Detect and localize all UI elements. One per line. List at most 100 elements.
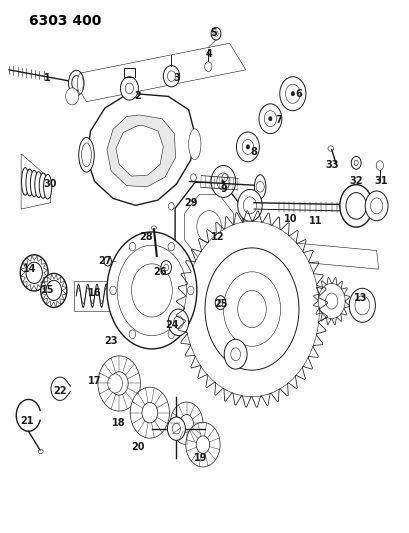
Text: 14: 14	[22, 264, 36, 274]
Circle shape	[339, 184, 372, 227]
Polygon shape	[107, 115, 175, 187]
Text: 30: 30	[43, 179, 56, 189]
Polygon shape	[86, 94, 194, 205]
Circle shape	[237, 189, 262, 221]
Text: 9: 9	[220, 184, 226, 195]
Text: 21: 21	[20, 416, 34, 426]
Circle shape	[142, 402, 157, 423]
Circle shape	[168, 203, 174, 210]
Ellipse shape	[22, 167, 29, 195]
Circle shape	[40, 273, 67, 308]
Circle shape	[236, 132, 259, 162]
Ellipse shape	[72, 76, 81, 91]
Circle shape	[110, 286, 116, 295]
Circle shape	[180, 415, 193, 432]
Text: 4: 4	[205, 49, 212, 59]
Ellipse shape	[77, 74, 83, 94]
Circle shape	[221, 174, 227, 181]
Circle shape	[190, 174, 196, 181]
Circle shape	[185, 422, 220, 467]
Text: 1: 1	[44, 73, 51, 83]
Ellipse shape	[43, 174, 52, 199]
Text: 6: 6	[295, 88, 301, 99]
Circle shape	[65, 88, 79, 105]
Circle shape	[190, 272, 196, 279]
Circle shape	[258, 104, 281, 134]
Circle shape	[104, 256, 111, 266]
Ellipse shape	[35, 172, 43, 198]
Text: 15: 15	[41, 286, 54, 295]
Circle shape	[370, 198, 382, 214]
Circle shape	[348, 288, 375, 322]
Text: 22: 22	[53, 386, 67, 397]
Text: 13: 13	[353, 293, 366, 303]
Circle shape	[279, 77, 305, 111]
Text: 12: 12	[210, 232, 223, 243]
Circle shape	[317, 284, 344, 319]
Circle shape	[196, 211, 221, 243]
Circle shape	[26, 262, 42, 284]
Circle shape	[243, 197, 256, 214]
Circle shape	[46, 280, 61, 301]
Polygon shape	[184, 195, 233, 259]
Circle shape	[354, 296, 369, 315]
Circle shape	[246, 145, 249, 149]
Ellipse shape	[254, 175, 265, 199]
Ellipse shape	[30, 171, 38, 197]
Circle shape	[168, 309, 188, 336]
Circle shape	[213, 31, 218, 36]
Circle shape	[230, 348, 240, 361]
Bar	[74, 281, 115, 311]
Text: 18: 18	[112, 418, 126, 429]
Text: 3: 3	[173, 73, 179, 83]
Ellipse shape	[39, 173, 47, 198]
Circle shape	[187, 286, 193, 295]
Text: 7: 7	[274, 115, 281, 125]
Circle shape	[264, 111, 276, 127]
Text: 8: 8	[250, 147, 257, 157]
Circle shape	[223, 272, 280, 346]
Text: 16: 16	[88, 288, 101, 298]
Circle shape	[221, 179, 225, 183]
Circle shape	[242, 140, 253, 155]
Text: 19: 19	[194, 453, 207, 463]
Circle shape	[325, 293, 337, 309]
Circle shape	[108, 374, 122, 393]
Circle shape	[107, 232, 196, 349]
Text: 6303 400: 6303 400	[29, 14, 101, 28]
Text: 10: 10	[283, 214, 297, 224]
Text: 28: 28	[139, 232, 152, 243]
Circle shape	[117, 245, 186, 336]
Text: 11: 11	[308, 216, 321, 227]
Text: 33: 33	[324, 160, 337, 171]
Text: 5: 5	[209, 28, 216, 38]
Circle shape	[224, 340, 247, 369]
Ellipse shape	[81, 143, 91, 167]
Circle shape	[168, 330, 174, 338]
Circle shape	[285, 84, 299, 103]
Circle shape	[20, 255, 48, 291]
Text: 23: 23	[104, 336, 117, 346]
Circle shape	[125, 83, 133, 94]
Text: 25: 25	[214, 298, 227, 309]
Circle shape	[268, 117, 271, 121]
Text: 31: 31	[373, 176, 387, 187]
Circle shape	[345, 192, 366, 219]
Ellipse shape	[79, 138, 94, 172]
Ellipse shape	[26, 169, 34, 196]
Circle shape	[218, 300, 222, 306]
Ellipse shape	[68, 70, 84, 96]
Circle shape	[215, 296, 225, 310]
Circle shape	[168, 243, 174, 251]
Polygon shape	[116, 126, 163, 176]
Text: 29: 29	[184, 198, 197, 208]
Circle shape	[256, 181, 264, 192]
Text: 17: 17	[88, 376, 101, 386]
Circle shape	[167, 71, 175, 82]
Ellipse shape	[38, 449, 43, 454]
Circle shape	[351, 157, 360, 169]
Circle shape	[290, 92, 294, 96]
Circle shape	[237, 290, 265, 328]
Circle shape	[163, 264, 168, 271]
Polygon shape	[217, 236, 378, 269]
